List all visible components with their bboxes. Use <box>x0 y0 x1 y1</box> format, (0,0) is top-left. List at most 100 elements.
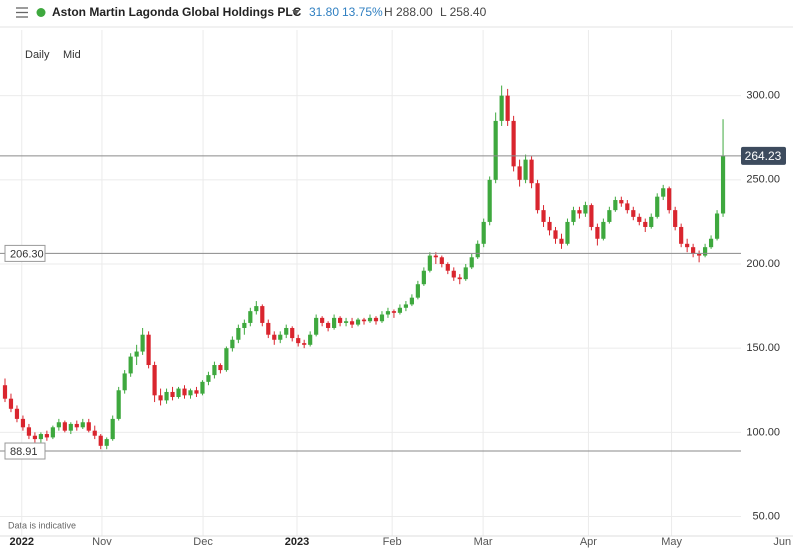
candle-body <box>547 221 552 231</box>
candle-body <box>379 314 385 322</box>
y-tick-label: 150.00 <box>746 342 780 354</box>
candle-body <box>613 200 618 211</box>
footer-note: Data is indicative <box>8 520 76 530</box>
x-tick-label: Dec <box>193 536 213 548</box>
change: 31.80 <box>309 5 339 19</box>
candle-body <box>511 120 516 167</box>
candle-body <box>110 418 115 440</box>
candle-body <box>212 365 217 376</box>
candle-body <box>14 408 20 419</box>
candle-body <box>260 306 265 323</box>
candle-body <box>391 311 397 313</box>
candle-body <box>182 388 187 396</box>
candle-body <box>194 390 199 394</box>
dropdown-arrow[interactable] <box>292 10 300 15</box>
candle-body <box>493 120 498 180</box>
candle-body <box>708 238 714 248</box>
y-tick-label: 300.00 <box>746 90 780 102</box>
candle-body <box>38 434 43 440</box>
candle-body <box>697 253 702 256</box>
candle-body <box>463 267 468 280</box>
candle-body <box>242 322 247 328</box>
x-tick-label: 2023 <box>285 536 309 548</box>
candle-body <box>373 317 379 322</box>
candle-body <box>589 205 594 227</box>
y-tick-label: 250.00 <box>746 174 780 186</box>
candle-body <box>32 435 38 440</box>
day-high: H 288.00 <box>384 5 433 19</box>
candle-body <box>487 179 492 222</box>
price-label-box <box>4 244 46 262</box>
candle-body <box>218 365 223 371</box>
candle-body <box>320 317 325 323</box>
x-tick-label: Nov <box>92 536 112 548</box>
candle-body <box>355 319 361 325</box>
candle-body <box>326 322 331 328</box>
candle-body <box>667 188 672 211</box>
candle-body <box>104 439 109 446</box>
candle-body <box>26 427 32 436</box>
y-tick-label: 200.00 <box>746 258 780 270</box>
candle-body <box>553 230 558 239</box>
candle-body <box>98 435 103 446</box>
candle-body <box>439 257 444 265</box>
candle-body <box>367 317 373 322</box>
instrument-title: Aston Martin Lagonda Global Holdings PLC <box>52 5 302 19</box>
candle-body <box>284 327 289 335</box>
candle-body <box>481 221 486 244</box>
candle-body <box>607 210 612 222</box>
candle-body <box>230 339 235 349</box>
x-tick-label: Mar <box>474 536 493 548</box>
candle-body <box>62 422 67 431</box>
price-label-box <box>741 146 786 165</box>
candle-body <box>128 356 133 374</box>
candle-body <box>583 205 588 214</box>
change-pct: 13.75% <box>342 5 383 19</box>
menu-icon[interactable] <box>16 7 28 18</box>
day-low: L 258.40 <box>440 5 487 19</box>
candle-body <box>272 334 277 340</box>
candle-body <box>134 351 139 357</box>
interval[interactable]: Daily <box>25 49 50 61</box>
candle-body <box>290 327 295 339</box>
candle-body <box>637 216 642 222</box>
candle-body <box>86 422 91 431</box>
candle-body <box>176 388 181 398</box>
candle-body <box>720 155 726 214</box>
candle-body <box>571 210 576 222</box>
candle-body <box>266 322 271 335</box>
candle-body <box>523 159 528 180</box>
candle-body <box>224 348 229 371</box>
price-label: 264.23 <box>745 149 782 163</box>
candle-body <box>343 321 349 323</box>
candle-body <box>50 427 55 438</box>
candle-body <box>385 311 391 315</box>
candle-body <box>20 418 26 428</box>
candle-body <box>74 423 79 428</box>
candle-body <box>457 277 462 280</box>
candle-body <box>517 166 522 180</box>
candle-body <box>158 395 163 401</box>
candle-body <box>685 243 690 248</box>
candle-body <box>92 430 97 436</box>
price-label-box <box>4 442 46 460</box>
candle-body <box>308 334 313 345</box>
candle-body <box>625 203 630 211</box>
status-dot <box>36 8 46 17</box>
candle-body <box>296 338 301 344</box>
price-type[interactable]: Mid <box>63 49 81 61</box>
candle-body <box>451 270 456 278</box>
candle-body <box>541 210 546 222</box>
candle-body <box>188 390 193 396</box>
candle-body <box>56 422 61 428</box>
candle-body <box>529 159 534 184</box>
candle-body <box>691 247 696 254</box>
candle-body <box>302 343 307 345</box>
candle-body <box>649 216 654 227</box>
candle-body <box>499 95 504 121</box>
candle-body <box>8 398 14 409</box>
candle-body <box>577 210 582 214</box>
candle-body <box>164 391 169 401</box>
candle-body <box>349 321 355 325</box>
candle-body <box>122 373 127 391</box>
